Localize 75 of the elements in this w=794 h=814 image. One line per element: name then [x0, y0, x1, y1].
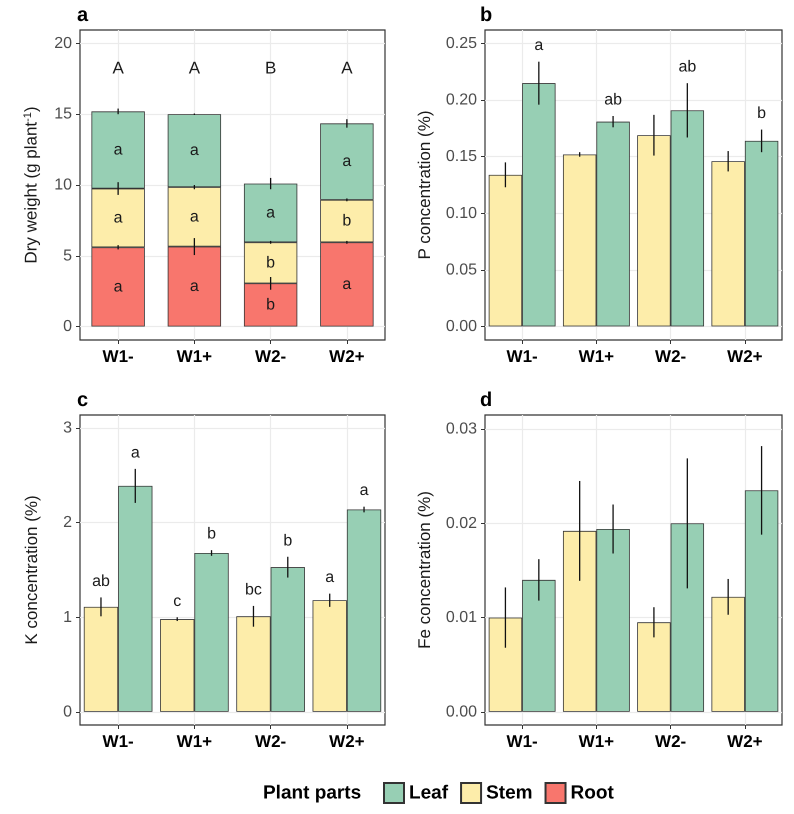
x-tick-label: W2-: [255, 732, 286, 751]
y-tick-label: 0.25: [446, 35, 478, 52]
x-tick-label: W1-: [102, 732, 134, 751]
x-tick-label: W1+: [176, 347, 212, 366]
y-axis-title: Fe concentration (%): [415, 491, 434, 649]
x-tick-label: W1+: [176, 732, 212, 751]
y-tick-label: 0.01: [446, 609, 478, 626]
y-tick-label: 1: [63, 608, 72, 626]
data-label: b: [266, 296, 276, 314]
legend-label: Leaf: [409, 782, 449, 804]
data-label: a: [266, 204, 276, 222]
y-axis-title: P concentration (%): [415, 110, 434, 260]
data-label: b: [342, 212, 352, 230]
x-tick-label: W2+: [329, 347, 365, 366]
data-label: a: [190, 208, 199, 226]
annotation: B: [264, 58, 276, 78]
data-label: ab: [92, 572, 110, 590]
data-label: a: [342, 153, 352, 170]
x-tick-label: W2-: [655, 732, 686, 751]
x-tick-label: W2+: [727, 347, 763, 366]
y-tick-label: 0.03: [446, 420, 478, 438]
x-tick-label: W2-: [255, 347, 286, 366]
x-tick-label: W1+: [578, 732, 614, 751]
data-label: b: [266, 254, 276, 272]
data-label: a: [114, 278, 123, 296]
legend-label: Root: [570, 782, 614, 804]
x-tick-label: W1-: [506, 732, 538, 751]
y-tick-label: 0.00: [446, 318, 478, 335]
y-tick-label: 0.05: [446, 261, 478, 278]
data-label: b: [757, 105, 766, 122]
annotation: A: [112, 58, 124, 78]
annotation: A: [341, 58, 354, 78]
data-label: c: [173, 592, 182, 610]
data-label: a: [534, 37, 544, 54]
data-label: a: [342, 276, 352, 293]
data-label: a: [130, 444, 140, 462]
y-tick-label: 0: [63, 318, 72, 336]
y-tick-label: 10: [54, 176, 72, 194]
chart-title: c: [77, 389, 88, 411]
y-axis-title: Dry weight (g plant-1): [21, 106, 40, 264]
annotation: A: [188, 58, 201, 78]
legend-title: Plant parts: [263, 782, 362, 804]
data-label: bc: [245, 581, 262, 598]
data-label: a: [190, 278, 199, 296]
x-tick-label: W1-: [102, 347, 134, 366]
legend-label: Stem: [486, 782, 533, 804]
y-tick-label: 15: [54, 106, 72, 123]
y-tick-label: 0.20: [446, 92, 478, 109]
data-label: a: [325, 569, 334, 586]
y-axis-title: K concentration (%): [22, 495, 41, 645]
data-label: a: [114, 209, 123, 226]
y-tick-label: 0.02: [446, 514, 478, 532]
y-tick-label: 0: [63, 703, 72, 720]
chart-title: b: [480, 4, 492, 26]
y-tick-label: 3: [63, 420, 72, 437]
x-tick-label: W2+: [727, 732, 763, 751]
data-label: a: [114, 141, 123, 158]
data-label: a: [190, 142, 199, 160]
chart-title: a: [77, 4, 89, 26]
x-tick-label: W2+: [329, 732, 365, 751]
data-label: ab: [678, 58, 696, 76]
x-tick-label: W1-: [506, 347, 538, 366]
y-tick-label: 0.15: [446, 148, 478, 166]
data-label: ab: [604, 91, 622, 108]
y-tick-label: 5: [63, 247, 72, 264]
y-tick-label: 20: [54, 34, 72, 52]
data-label: a: [360, 482, 369, 500]
chart-title: d: [480, 389, 492, 411]
x-tick-label: W1+: [578, 347, 614, 366]
data-label: b: [283, 532, 292, 550]
y-tick-label: 0.00: [446, 703, 478, 720]
data-label: b: [207, 526, 216, 543]
x-tick-label: W2-: [655, 347, 686, 366]
y-tick-label: 2: [63, 514, 72, 532]
y-tick-label: 0.10: [446, 204, 478, 222]
